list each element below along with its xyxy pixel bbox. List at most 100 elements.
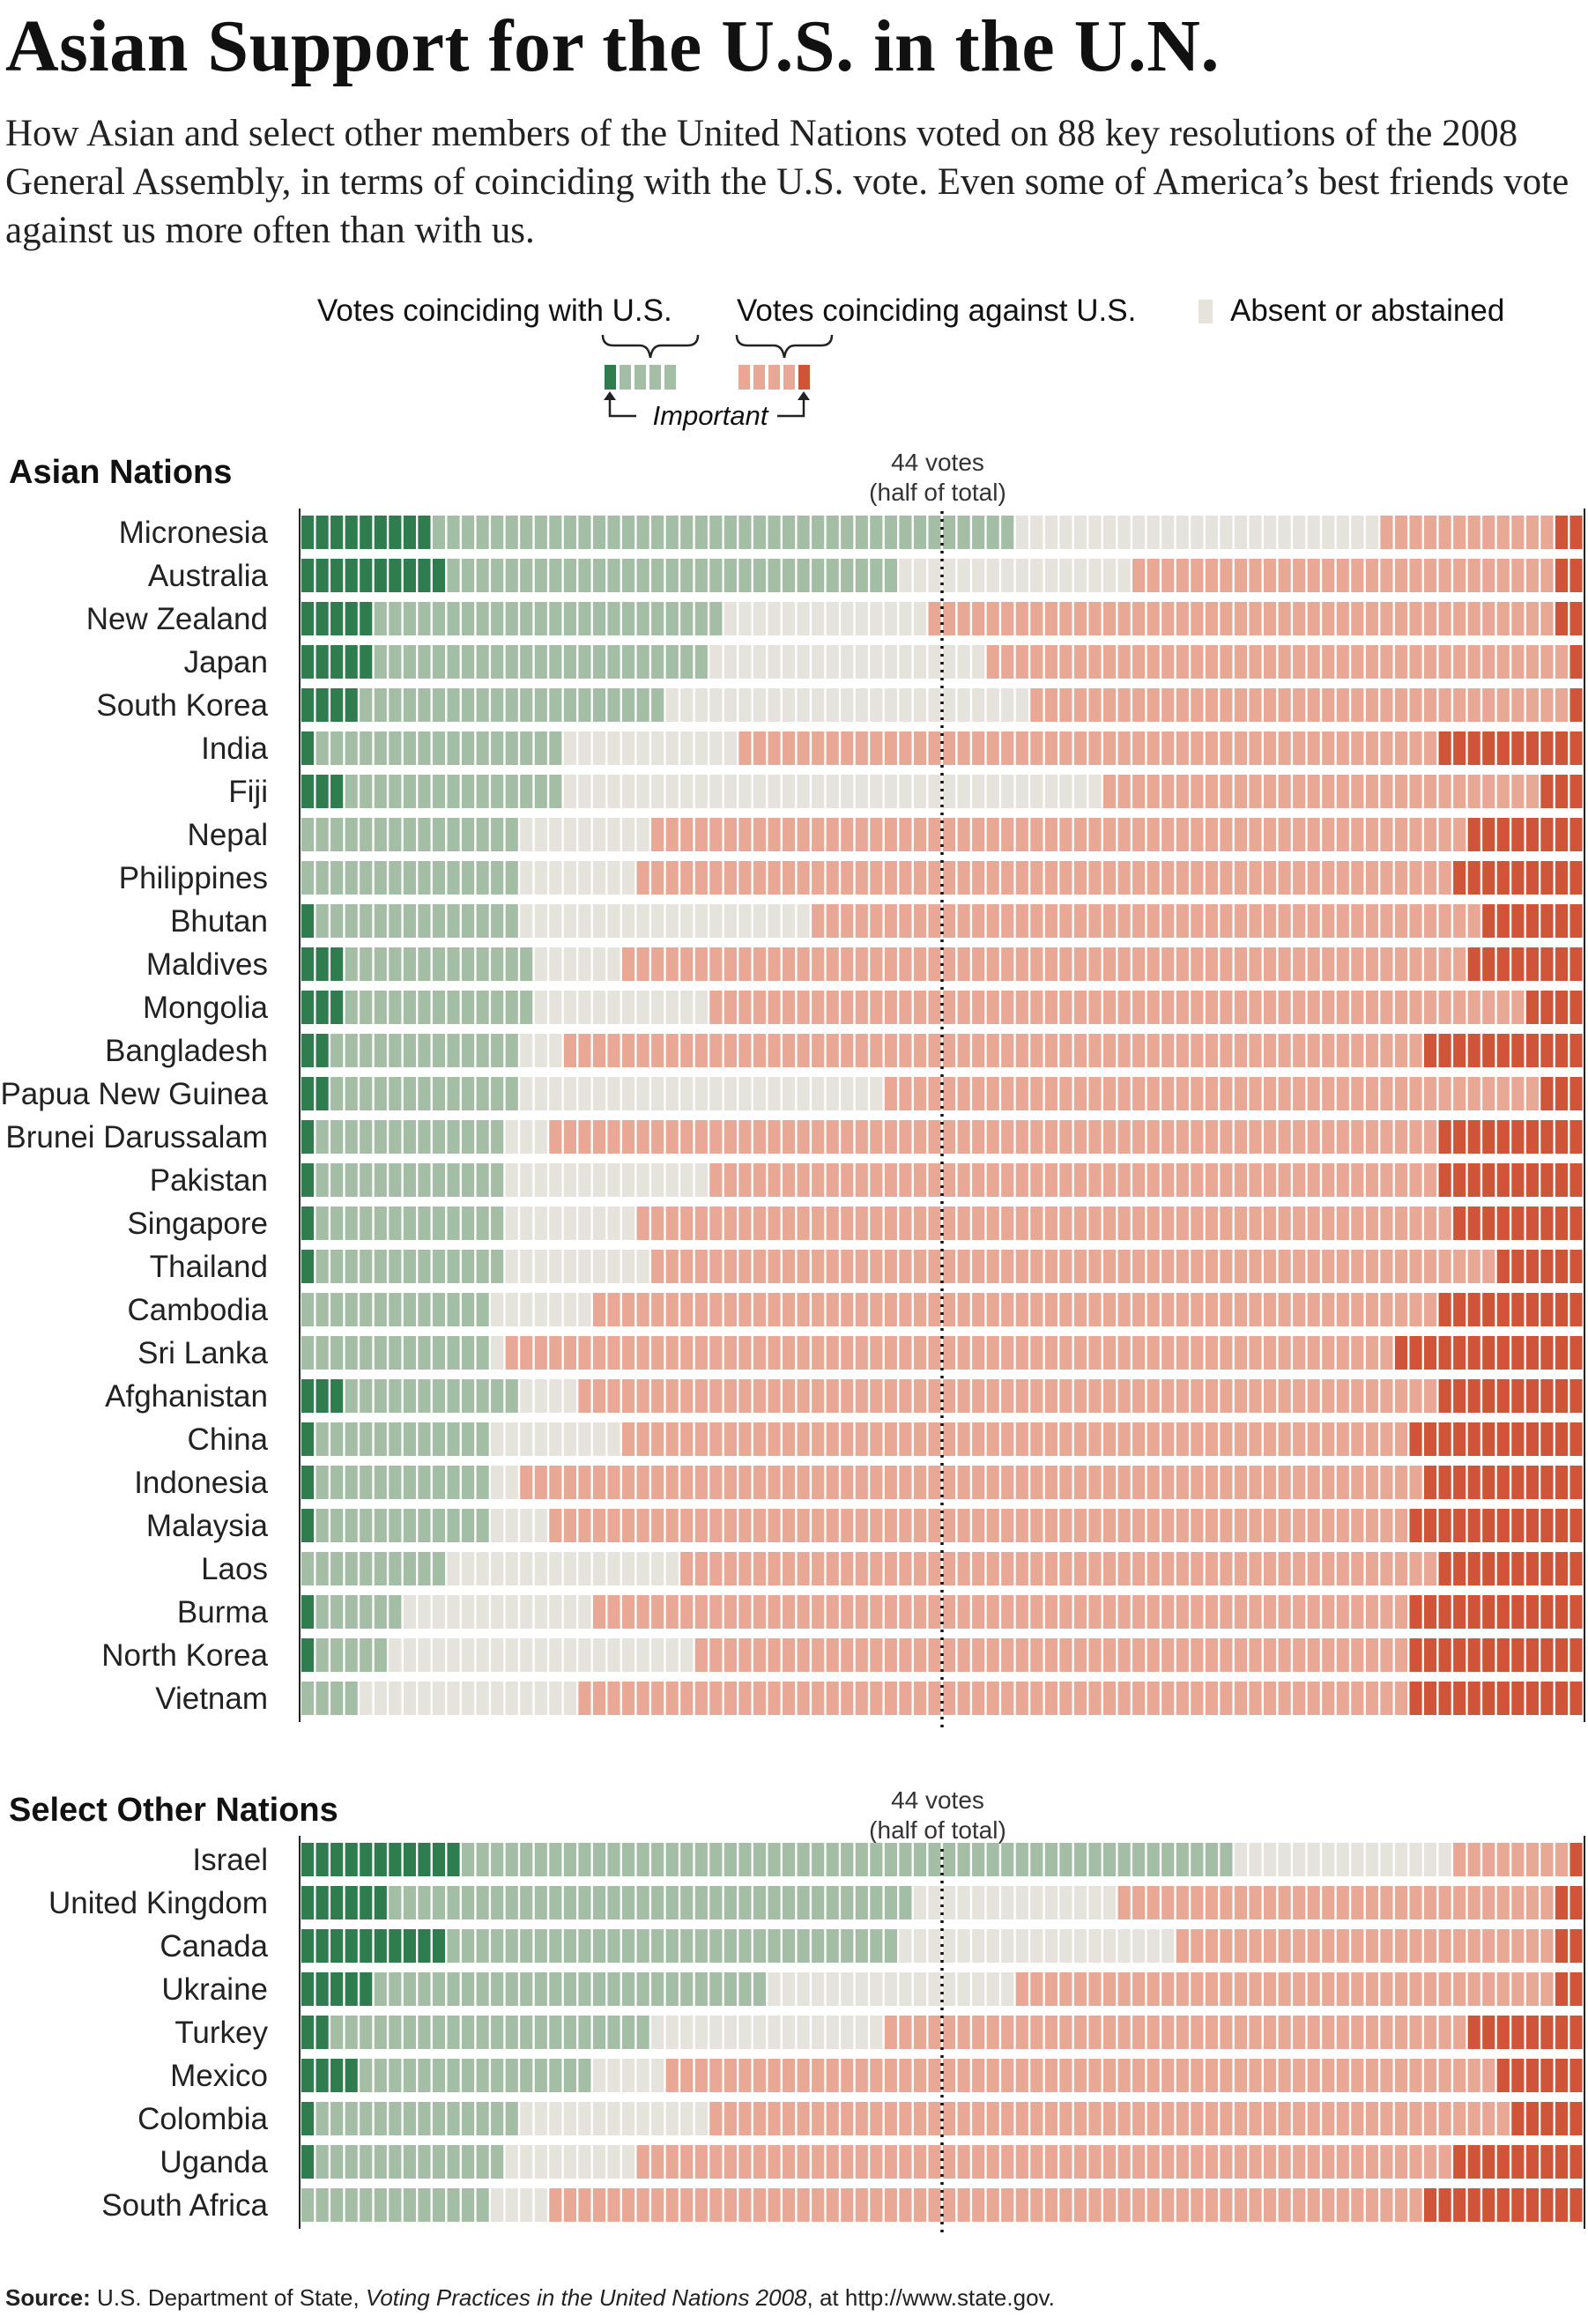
vote-cell-against (1249, 818, 1262, 851)
vote-cell-absent (899, 602, 912, 635)
vote-cell-with (389, 2145, 402, 2179)
vote-cell-against (1234, 1638, 1248, 1672)
vote-cell-against (1117, 2188, 1131, 2222)
vote-cell-absent (578, 775, 591, 808)
vote-cell-against (870, 1682, 883, 1715)
vote-cell-against (1044, 1336, 1057, 1370)
vote-cell-against (797, 1552, 810, 1585)
chart-row: China (188, 1422, 1583, 1457)
vote-cell-against (1015, 1595, 1028, 1629)
vote-cell-absent (505, 2188, 518, 2222)
vote-cell-with (462, 904, 475, 938)
vote-cell-against (855, 731, 868, 765)
vote-cell-absent (694, 2102, 708, 2135)
vote-cell-absent (1103, 1929, 1117, 1963)
vote-cell-with (476, 1509, 489, 1542)
vote-cell-against-important (1453, 1595, 1466, 1629)
vote-cell-with (607, 559, 620, 592)
vote-cell-against-important (1525, 1379, 1539, 1413)
vote-cell-with (986, 516, 999, 549)
vote-cell-absent (826, 1077, 839, 1110)
vote-cell-with (403, 775, 416, 808)
vote-cell-absent (709, 1077, 723, 1110)
vote-cell-absent (549, 1638, 562, 1672)
vote-cell-against (1220, 2102, 1233, 2135)
vote-cell-against (1191, 1638, 1204, 1672)
vote-cell-against (768, 1336, 781, 1370)
vote-cell-against (1176, 1293, 1189, 1326)
vote-cell-against-important (1525, 731, 1539, 765)
vote-cell-against (1132, 818, 1146, 851)
vote-cell-against (1234, 688, 1248, 722)
vote-cell-against (1015, 861, 1028, 895)
vote-cell-with (651, 688, 664, 722)
vote-cell-with (768, 1929, 781, 1963)
vote-cell-absent (520, 1034, 533, 1067)
vote-cell-against (1380, 818, 1393, 851)
vote-cell-against (1176, 904, 1189, 938)
vote-cell-with-important (330, 645, 344, 679)
vote-cell-with (476, 2059, 489, 2092)
vote-cell-with (330, 2102, 344, 2135)
vote-cell-against (1015, 1682, 1028, 1715)
vote-cell-absent (651, 2059, 664, 2092)
vote-cell-against (1365, 1466, 1378, 1499)
vote-cell-against (1103, 1972, 1117, 2006)
vote-cell-against (1205, 688, 1218, 722)
vote-cell-with (389, 602, 402, 635)
vote-cell-against (986, 2188, 999, 2222)
vote-cell-with (476, 1379, 489, 1413)
vote-cell-absent (418, 1682, 431, 1715)
vote-cell-against (972, 818, 985, 851)
vote-cell-absent (899, 1929, 912, 1963)
vote-cell-with (374, 1972, 387, 2006)
vote-cell-with (418, 947, 431, 981)
vote-cell-against (1176, 1207, 1189, 1240)
vote-cell-against (1525, 516, 1539, 549)
vote-cell-against (870, 1466, 883, 1499)
vote-cell-against (1103, 2102, 1117, 2135)
vote-cell-against (1365, 1379, 1378, 1413)
vote-cell-against (738, 1638, 752, 1672)
vote-cell-absent (534, 861, 547, 895)
vote-cell-against (1540, 1972, 1554, 2006)
vote-cell-against (1205, 731, 1218, 765)
vote-cell-absent (768, 904, 781, 938)
vote-cell-against (783, 818, 796, 851)
vote-cell-absent (505, 1638, 518, 1672)
vote-cell-absent (709, 645, 723, 679)
vote-cell-against (1073, 602, 1087, 635)
vote-cell-against (1103, 1077, 1117, 1110)
vote-cell-against (1220, 1595, 1233, 1629)
vote-cell-against (1132, 947, 1146, 981)
vote-cell-absent (592, 731, 606, 765)
vote-cell-against (899, 1250, 912, 1283)
vote-cell-with (374, 645, 387, 679)
vote-cell-with (491, 1163, 504, 1197)
vote-cell-against-important (1525, 1422, 1539, 1456)
vote-cell-against (1351, 645, 1364, 679)
vote-cell-against (1030, 1077, 1043, 1110)
vote-cell-absent (694, 731, 708, 765)
vote-cell-with (797, 559, 810, 592)
vote-cell-against (738, 1207, 752, 1240)
vote-cell-with (418, 2016, 431, 2049)
vote-cell-absent (680, 2016, 694, 2049)
vote-cell-against (1336, 1293, 1349, 1326)
vote-cell-with (534, 688, 547, 722)
vote-cell-against (753, 2145, 767, 2179)
vote-cell-with (389, 2016, 402, 2049)
vote-cell-with (403, 1120, 416, 1154)
vote-cell-against-important (1540, 1250, 1554, 1283)
vote-cell-against (592, 1595, 606, 1629)
vote-cell-with (520, 688, 533, 722)
vote-cell-with (360, 1077, 373, 1110)
vote-cell-with (330, 2188, 344, 2222)
vote-cell-against-important (1511, 1509, 1525, 1542)
vote-cell-against (1015, 731, 1028, 765)
vote-cell-with (826, 559, 839, 592)
vote-cell-against (1249, 1422, 1262, 1456)
vote-cell-against (1234, 1509, 1248, 1542)
vote-cell-against-important (1525, 1336, 1539, 1370)
vote-cell-against (1001, 1509, 1014, 1542)
